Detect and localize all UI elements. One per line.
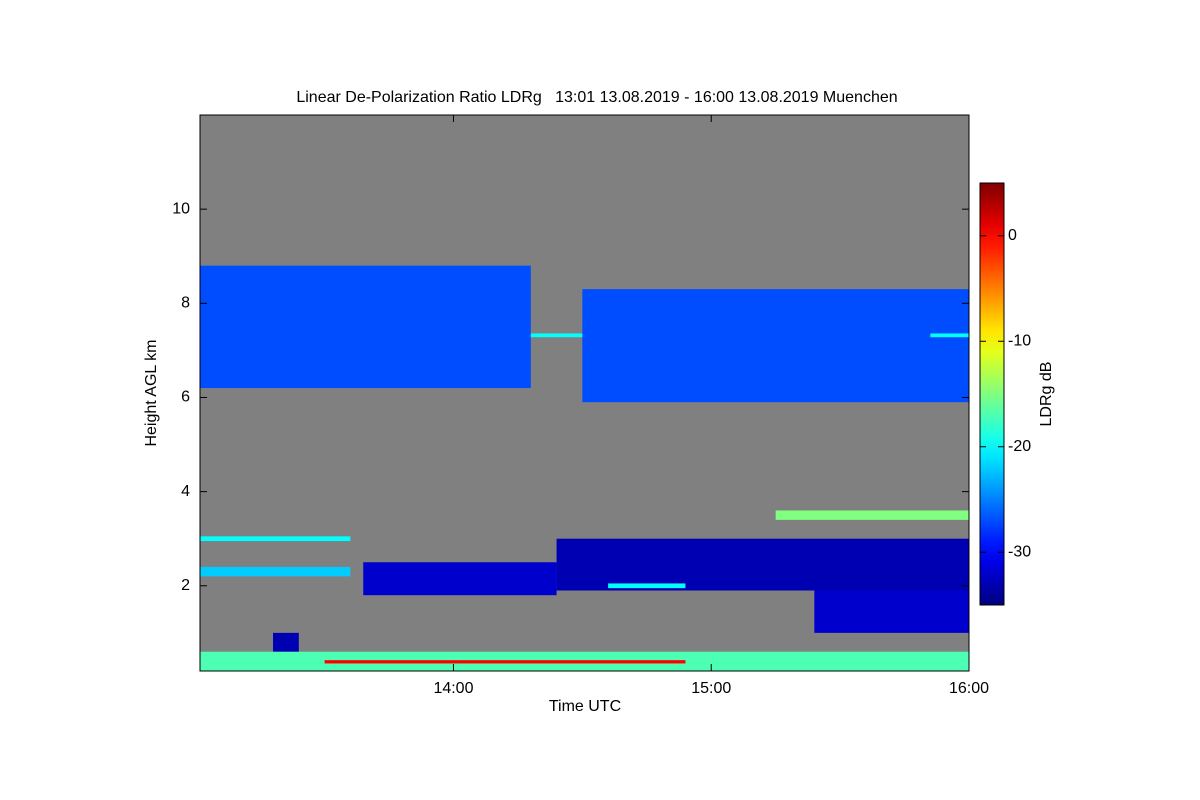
data-region (582, 289, 969, 403)
data-region (530, 333, 583, 338)
colorbar-tick-label: 0 (1008, 227, 1017, 244)
data-region (324, 660, 686, 664)
data-region (556, 538, 969, 591)
colorbar-label: LDRg dB (1038, 362, 1055, 427)
x-axis-label: Time UTC (549, 698, 621, 715)
x-tick-label: 14:00 (433, 680, 473, 697)
y-tick-label: 4 (181, 483, 190, 500)
data-region (930, 333, 969, 338)
data-region (608, 583, 686, 589)
colorbar-tick-label: -20 (1008, 438, 1031, 455)
x-tick-label: 15:00 (691, 680, 731, 697)
y-tick-label: 8 (181, 295, 190, 312)
data-region (200, 265, 531, 389)
data-region (775, 510, 969, 520)
data-region (363, 562, 557, 596)
colorbar-tick-label: -10 (1008, 332, 1031, 349)
data-region (200, 536, 351, 542)
chart-title: Linear De-Polarization Ratio LDRg 13:01 … (296, 89, 897, 106)
data-region (200, 566, 351, 577)
y-tick-label: 10 (172, 200, 190, 217)
colorbar-tick-label: -30 (1008, 543, 1031, 560)
plot-frame (199, 114, 970, 672)
colorbar (979, 182, 1005, 606)
y-axis-label: Height AGL km (143, 339, 160, 446)
data-region (814, 590, 969, 633)
y-tick-label: 2 (181, 577, 190, 594)
y-tick-label: 6 (181, 389, 190, 406)
x-tick-label: 16:00 (949, 680, 989, 697)
